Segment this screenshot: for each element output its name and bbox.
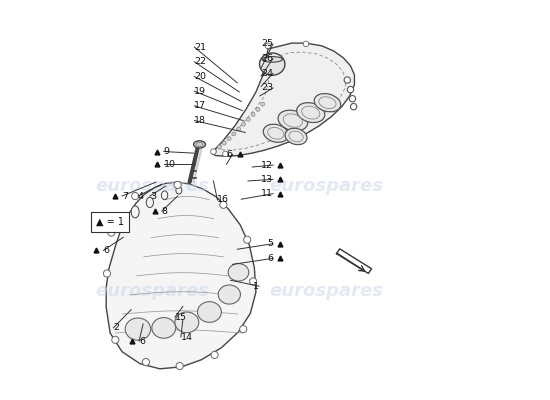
Circle shape: [108, 229, 115, 236]
Ellipse shape: [228, 264, 249, 281]
Ellipse shape: [161, 191, 168, 200]
Text: 9: 9: [164, 147, 170, 156]
Text: 15: 15: [175, 313, 187, 322]
Text: 19: 19: [194, 87, 206, 96]
Circle shape: [244, 236, 251, 243]
Ellipse shape: [197, 302, 221, 322]
Text: 25: 25: [261, 39, 273, 48]
Ellipse shape: [260, 53, 285, 75]
Text: 7: 7: [122, 192, 128, 200]
Ellipse shape: [194, 141, 206, 148]
Text: 17: 17: [194, 101, 206, 110]
Text: 20: 20: [194, 72, 206, 81]
Circle shape: [176, 362, 183, 370]
Text: 18: 18: [194, 116, 206, 125]
Ellipse shape: [125, 318, 151, 340]
Circle shape: [251, 112, 255, 116]
Text: 6: 6: [139, 336, 145, 346]
Text: 13: 13: [261, 175, 273, 184]
Ellipse shape: [285, 128, 307, 145]
Text: 8: 8: [162, 207, 168, 216]
Ellipse shape: [278, 110, 307, 131]
Text: 11: 11: [261, 189, 273, 198]
Circle shape: [250, 278, 257, 285]
Circle shape: [131, 192, 139, 200]
Circle shape: [213, 149, 217, 153]
Circle shape: [174, 181, 182, 188]
Circle shape: [349, 96, 356, 102]
Text: eurospares: eurospares: [270, 282, 384, 300]
Ellipse shape: [218, 285, 240, 304]
Text: 2: 2: [113, 324, 119, 332]
Ellipse shape: [131, 206, 139, 218]
Circle shape: [217, 145, 222, 149]
Circle shape: [222, 141, 226, 145]
Circle shape: [246, 117, 250, 121]
Circle shape: [344, 77, 350, 83]
Circle shape: [142, 358, 150, 366]
Ellipse shape: [176, 187, 182, 194]
Text: 10: 10: [164, 160, 176, 169]
Text: 24: 24: [261, 69, 273, 78]
FancyBboxPatch shape: [91, 212, 129, 232]
Circle shape: [223, 151, 228, 157]
Text: 5: 5: [267, 239, 273, 248]
Circle shape: [211, 351, 218, 358]
Text: 1: 1: [253, 282, 259, 291]
Text: 16: 16: [217, 196, 229, 204]
Text: 23: 23: [261, 84, 273, 92]
Circle shape: [112, 336, 119, 343]
Text: 6: 6: [267, 254, 273, 263]
Text: 14: 14: [181, 332, 193, 342]
Ellipse shape: [262, 57, 282, 62]
Text: 4: 4: [138, 192, 144, 200]
Text: 26: 26: [261, 54, 273, 63]
Text: eurospares: eurospares: [270, 177, 384, 195]
Polygon shape: [106, 182, 256, 369]
Text: 21: 21: [194, 42, 206, 52]
Ellipse shape: [152, 318, 175, 338]
Circle shape: [236, 127, 241, 131]
Ellipse shape: [296, 103, 325, 122]
Circle shape: [256, 107, 260, 111]
Circle shape: [227, 137, 231, 141]
Circle shape: [265, 43, 271, 49]
Circle shape: [261, 102, 265, 106]
Text: 6: 6: [103, 246, 109, 255]
Ellipse shape: [196, 142, 203, 146]
Text: eurospares: eurospares: [95, 177, 209, 195]
Text: 22: 22: [194, 57, 206, 66]
Ellipse shape: [146, 197, 153, 208]
Text: 3: 3: [150, 192, 156, 200]
Text: 6: 6: [227, 150, 233, 159]
Ellipse shape: [263, 124, 288, 142]
Ellipse shape: [175, 312, 199, 333]
Circle shape: [241, 122, 245, 126]
Circle shape: [350, 104, 357, 110]
Text: eurospares: eurospares: [95, 282, 209, 300]
Circle shape: [211, 149, 216, 154]
Circle shape: [347, 86, 354, 93]
Ellipse shape: [314, 94, 340, 112]
Text: 12: 12: [261, 160, 273, 170]
Polygon shape: [211, 43, 354, 156]
Circle shape: [240, 326, 247, 333]
Circle shape: [103, 270, 111, 277]
Circle shape: [232, 132, 236, 136]
Text: ▲ = 1: ▲ = 1: [96, 217, 124, 227]
Circle shape: [303, 41, 309, 47]
Circle shape: [220, 201, 227, 208]
